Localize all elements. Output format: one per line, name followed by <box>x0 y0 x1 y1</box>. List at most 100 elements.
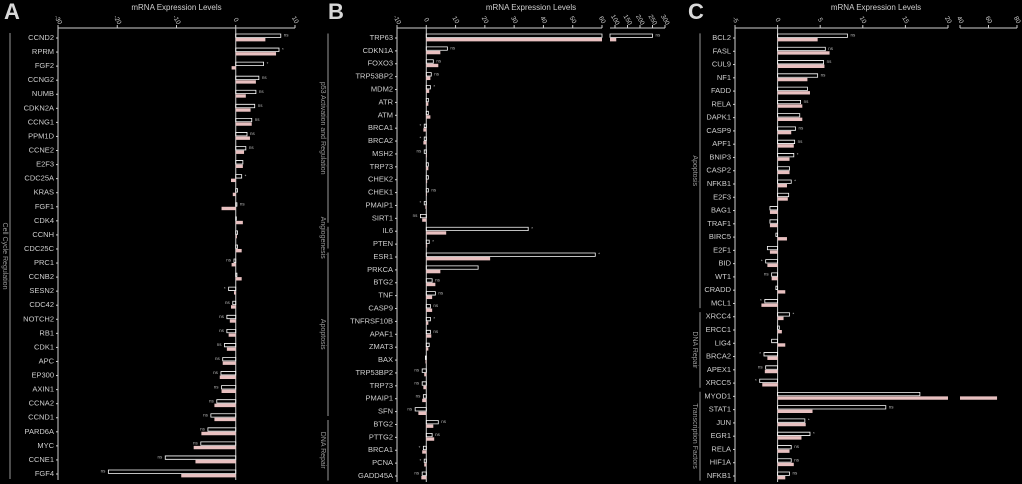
significance-label: ns <box>433 303 439 308</box>
significance-label: ns <box>414 471 420 476</box>
bar <box>777 86 808 91</box>
bar <box>777 192 790 198</box>
bar <box>425 291 436 296</box>
bar <box>422 445 427 451</box>
category-label: ZMAT3 <box>369 342 393 351</box>
category-label: ATM <box>378 110 393 119</box>
bar <box>777 157 790 161</box>
significance-label: * <box>531 226 533 231</box>
bar <box>769 206 778 211</box>
category-label: E2F3 <box>713 192 731 201</box>
bar <box>777 396 998 400</box>
category-label: RELA <box>711 99 731 108</box>
bar <box>235 75 260 80</box>
category-label: BAG1 <box>711 206 731 215</box>
bar <box>235 132 248 137</box>
category-label: APC <box>39 356 55 365</box>
category-label: BID <box>718 259 731 268</box>
significance-label: ns <box>828 46 834 51</box>
bar <box>777 449 790 453</box>
significance-label: ns <box>213 370 219 375</box>
bar <box>235 230 238 235</box>
bar <box>777 462 794 467</box>
bar <box>765 365 778 370</box>
bar <box>422 218 427 222</box>
bar <box>231 178 236 183</box>
bar <box>777 126 796 131</box>
bar <box>423 149 427 154</box>
category-label: PARD6A <box>25 427 54 436</box>
bar <box>214 417 236 422</box>
bar <box>420 213 427 219</box>
category-label: BTG2 <box>373 419 393 428</box>
x-tick-label: 0 <box>773 17 781 24</box>
significance-label: ns <box>434 71 440 76</box>
bar <box>235 47 280 52</box>
bar <box>425 98 429 103</box>
group-label: Apoptosis <box>691 155 698 186</box>
category-label: MSH2 <box>372 149 393 158</box>
bar <box>425 239 430 244</box>
category-label: PTEN <box>373 239 393 248</box>
category-label: NFKB1 <box>707 179 731 188</box>
significance-label: * <box>433 316 435 321</box>
significance-label: ns <box>441 419 447 424</box>
bar <box>425 175 429 180</box>
significance-label: ns <box>450 46 456 51</box>
significance-label: ns <box>758 365 764 370</box>
bar <box>226 328 237 334</box>
bar <box>426 424 434 428</box>
significance-label: * <box>433 84 435 89</box>
bar <box>425 46 448 51</box>
category-label: FASL <box>713 46 731 55</box>
significance-label: ns <box>225 300 231 305</box>
bar <box>235 80 256 84</box>
category-label: CDK1 <box>34 342 54 351</box>
bar <box>421 476 427 480</box>
x-tick-label: 100 <box>609 14 621 27</box>
bar <box>423 136 427 141</box>
significance-label: ns <box>101 469 107 474</box>
group-label: Apoptosis <box>319 319 326 350</box>
bar <box>216 399 237 404</box>
significance-label: ns <box>249 145 255 150</box>
bar <box>777 117 803 122</box>
bar <box>426 347 429 351</box>
category-label: BRCA1 <box>368 445 393 454</box>
category-label: FOXO3 <box>368 59 393 68</box>
bar <box>422 450 427 454</box>
significance-label: ns <box>433 329 439 334</box>
category-label: CDKN2A <box>24 103 54 112</box>
bar <box>235 277 242 281</box>
bar <box>423 201 427 206</box>
bar <box>221 385 237 390</box>
bar <box>219 375 236 379</box>
x-tick-label: 150 <box>622 14 634 27</box>
bar <box>777 184 787 188</box>
bar <box>771 276 778 281</box>
bar <box>426 89 430 93</box>
bar <box>423 385 427 390</box>
category-label: TRP53BP2 <box>355 72 393 81</box>
category-label: CDC25C <box>24 244 55 253</box>
significance-label: ns <box>209 398 215 403</box>
bar <box>235 103 256 109</box>
bar <box>235 33 282 38</box>
bar <box>207 427 237 432</box>
significance-label: ns <box>240 201 246 206</box>
significance-label: ns <box>284 33 290 38</box>
significance-label: ns <box>414 368 420 373</box>
category-label: FGF2 <box>35 61 54 70</box>
significance-label: ns <box>219 328 225 333</box>
category-label: CDC42 <box>29 300 54 309</box>
bar <box>200 441 237 446</box>
bar <box>235 146 247 151</box>
bar <box>235 94 246 98</box>
bar <box>421 381 427 386</box>
bar <box>777 99 802 105</box>
category-label: BRCA1 <box>368 123 393 132</box>
category-label: PMAIP1 <box>365 200 393 209</box>
bar <box>425 360 427 364</box>
bar <box>107 469 237 474</box>
bar <box>423 123 427 128</box>
